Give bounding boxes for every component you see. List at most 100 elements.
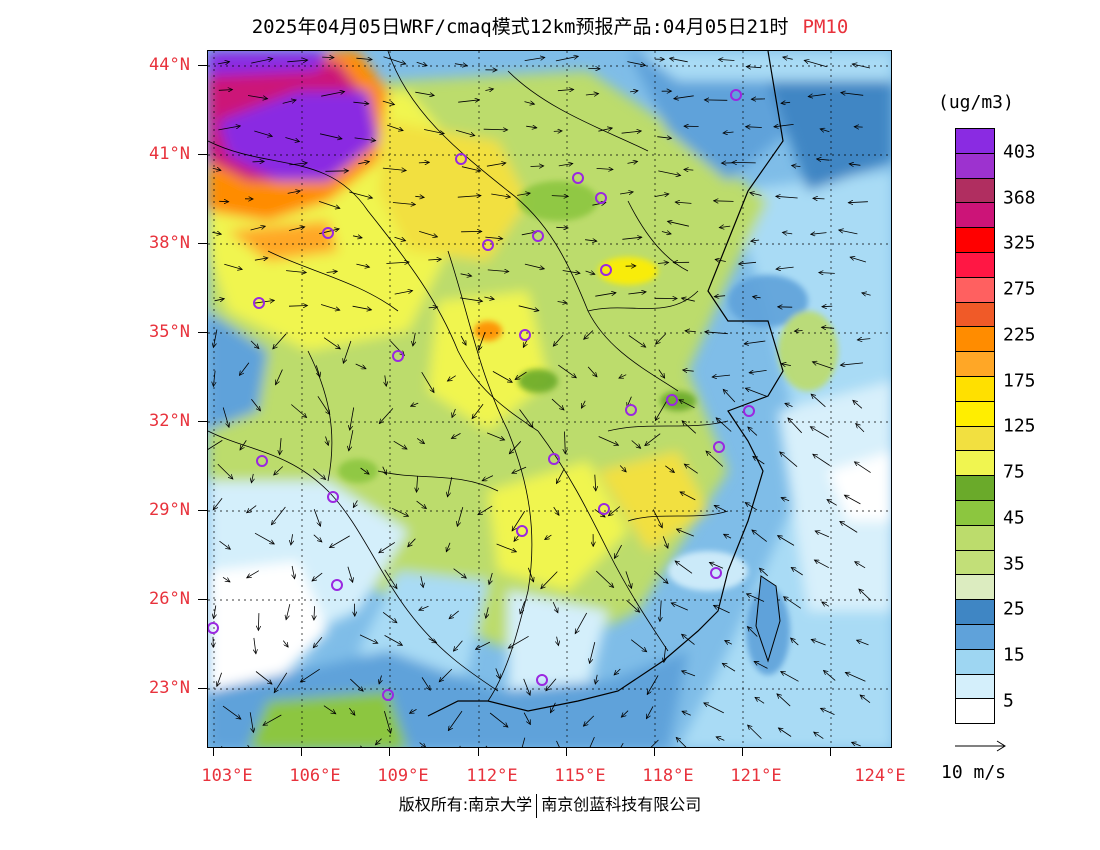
color-legend-bar bbox=[955, 128, 995, 724]
wind-arrow bbox=[753, 297, 761, 298]
legend-swatch bbox=[956, 178, 994, 204]
wind-arrow bbox=[428, 307, 438, 308]
city-marker bbox=[519, 329, 531, 341]
wind-arrow bbox=[482, 475, 494, 481]
lat-label: 44°N bbox=[149, 55, 190, 75]
legend-unit: (ug/m3) bbox=[938, 92, 1014, 113]
lat-label: 26°N bbox=[149, 589, 190, 609]
legend-swatch bbox=[956, 699, 994, 724]
wind-arrow bbox=[484, 297, 494, 299]
wind-arrow bbox=[352, 236, 362, 238]
wind-arrow bbox=[424, 129, 444, 134]
lon-label: 106°E bbox=[289, 766, 341, 786]
wind-arrow bbox=[676, 737, 687, 747]
lon-label: 124°E bbox=[854, 766, 906, 786]
wind-arrow bbox=[620, 192, 633, 194]
map-title: 2025年04月05日WRF/cmaq模式12km预报产品:04月05日21时 P… bbox=[0, 12, 1100, 39]
wind-scale-label: 10 m/s bbox=[941, 762, 1007, 783]
wind-arrow bbox=[250, 340, 259, 349]
wind-arrow bbox=[626, 600, 640, 612]
wind-arrow bbox=[852, 64, 871, 69]
lat-label: 29°N bbox=[149, 500, 190, 520]
wind-arrow bbox=[428, 259, 441, 260]
wind-arrow bbox=[860, 695, 871, 704]
wind-arrow bbox=[783, 57, 793, 59]
wind-arrow bbox=[575, 612, 588, 634]
city-marker bbox=[625, 404, 637, 416]
wind-arrow bbox=[657, 137, 671, 139]
title-text: 2025年04月05日WRF/cmaq模式12km预报产品:04月05日21时 bbox=[251, 16, 789, 38]
wind-arrow bbox=[704, 703, 724, 714]
wind-arrow bbox=[479, 332, 486, 350]
legend-swatch bbox=[956, 476, 994, 501]
wind-arrow bbox=[419, 742, 426, 747]
wind-arrow bbox=[457, 196, 481, 198]
wind-arrow bbox=[856, 423, 865, 433]
wind-arrow bbox=[824, 670, 836, 681]
wind-arrow bbox=[421, 576, 424, 587]
wind-arrow bbox=[472, 403, 484, 419]
legend-swatch bbox=[956, 203, 994, 229]
lon-tick bbox=[478, 748, 479, 756]
wind-arrow bbox=[530, 166, 544, 167]
wind-arrow bbox=[754, 661, 768, 669]
wind-arrow bbox=[840, 521, 858, 533]
wind-arrow bbox=[416, 500, 427, 509]
wind-arrow bbox=[684, 464, 698, 474]
wind-arrow bbox=[780, 452, 798, 468]
wind-arrow bbox=[379, 408, 394, 423]
wind-arrow bbox=[759, 568, 768, 577]
wind-arrow bbox=[218, 126, 240, 131]
wind-arrow bbox=[217, 463, 233, 479]
wind-arrow bbox=[822, 306, 833, 307]
wind-arrow bbox=[352, 305, 372, 310]
wind-arrow bbox=[254, 130, 272, 136]
wind-arrow bbox=[848, 202, 868, 203]
wind-arrow bbox=[550, 702, 556, 713]
lat-label: 41°N bbox=[149, 144, 190, 164]
wind-arrow bbox=[725, 641, 732, 645]
wind-arrow bbox=[512, 510, 526, 531]
legend-label: 15 bbox=[1003, 644, 1025, 666]
wind-arrow bbox=[590, 642, 596, 663]
wind-arrow bbox=[752, 530, 767, 542]
legend-swatch bbox=[956, 302, 994, 328]
wind-arrow bbox=[247, 570, 260, 578]
wind-arrow bbox=[810, 427, 829, 438]
wind-arrow bbox=[712, 375, 731, 377]
wind-arrow bbox=[652, 509, 662, 528]
wind-arrow bbox=[255, 671, 272, 685]
wind-arrow bbox=[662, 536, 668, 548]
wind-arrow bbox=[808, 94, 826, 96]
wind-arrow bbox=[282, 640, 288, 648]
wind-arrow bbox=[656, 333, 667, 345]
wind-arrow bbox=[682, 634, 695, 645]
wind-arrow bbox=[788, 418, 802, 434]
wind-arrow bbox=[781, 364, 791, 366]
lon-label: 115°E bbox=[554, 766, 606, 786]
wind-arrow bbox=[631, 440, 641, 449]
wind-arrow bbox=[719, 59, 735, 60]
wind-arrow bbox=[778, 536, 795, 546]
wind-arrow bbox=[857, 339, 871, 340]
city-marker bbox=[455, 153, 467, 165]
wind-arrow bbox=[714, 505, 726, 512]
province-borders bbox=[208, 51, 729, 702]
wind-arrow bbox=[330, 535, 350, 548]
wind-arrow bbox=[247, 505, 257, 513]
legend-swatch bbox=[956, 575, 994, 601]
wind-arrow bbox=[415, 196, 424, 197]
wind-arrow bbox=[415, 91, 434, 95]
wind-arrow bbox=[598, 128, 612, 132]
wind-arrow bbox=[418, 162, 430, 163]
wind-arrow bbox=[722, 663, 736, 672]
legend-label: 325 bbox=[1003, 232, 1036, 254]
legend-label: 25 bbox=[1003, 598, 1025, 620]
city-marker bbox=[730, 89, 742, 101]
wind-arrow bbox=[658, 369, 665, 379]
wind-arrow bbox=[817, 159, 830, 160]
wind-arrow bbox=[619, 465, 626, 472]
wind-arrow bbox=[748, 427, 758, 436]
wind-arrow bbox=[650, 739, 659, 747]
wind-arrow bbox=[273, 333, 287, 349]
